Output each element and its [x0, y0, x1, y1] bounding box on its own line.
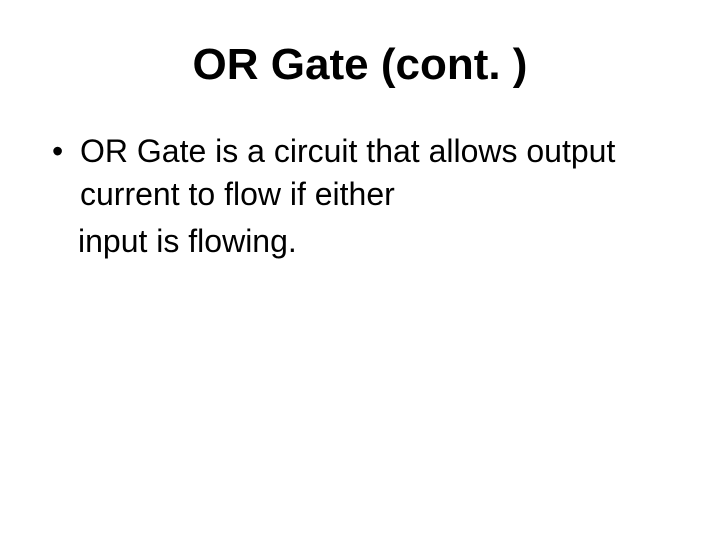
- bullet-text-line-2: input is flowing.: [78, 220, 670, 263]
- slide-title: OR Gate (cont. ): [50, 40, 670, 90]
- bullet-item: • OR Gate is a circuit that allows outpu…: [50, 130, 670, 216]
- slide: OR Gate (cont. ) • OR Gate is a circuit …: [0, 0, 720, 540]
- bullet-marker: •: [50, 130, 80, 173]
- bullet-text-line-1: OR Gate is a circuit that allows output …: [80, 130, 670, 216]
